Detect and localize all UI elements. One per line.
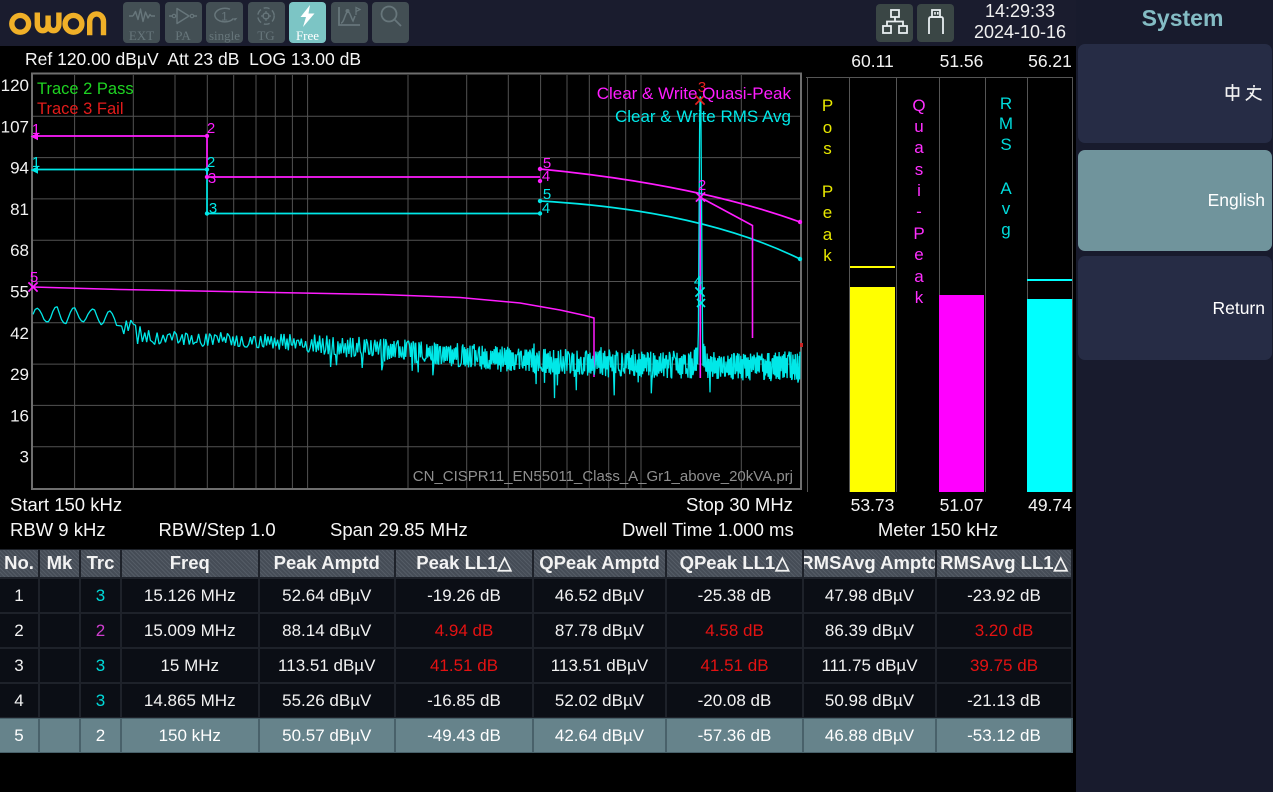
svg-text:4: 4	[694, 273, 702, 290]
svg-text:Trace 3 Fail: Trace 3 Fail	[37, 100, 124, 118]
svg-text:3: 3	[20, 448, 29, 467]
svg-text:4: 4	[542, 168, 550, 185]
svg-text:2: 2	[207, 120, 215, 137]
svg-text:2: 2	[698, 177, 706, 194]
svg-text:3: 3	[209, 200, 217, 217]
svg-text:4: 4	[542, 200, 550, 217]
svg-text:16: 16	[10, 406, 29, 425]
svg-text:29: 29	[10, 365, 29, 384]
svg-text:Clear & Write RMS Avg: Clear & Write RMS Avg	[615, 107, 791, 126]
svg-text:42: 42	[10, 324, 29, 343]
svg-text:Trace 2 Pass: Trace 2 Pass	[37, 80, 134, 98]
svg-text:3: 3	[208, 170, 216, 187]
svg-text:3: 3	[698, 79, 706, 96]
svg-text:81: 81	[10, 200, 29, 219]
svg-text:94: 94	[10, 159, 29, 178]
svg-text:55: 55	[10, 283, 29, 302]
svg-text:120: 120	[1, 76, 29, 95]
svg-text:CN_CISPR11_EN55011_Class_A_Gr1: CN_CISPR11_EN55011_Class_A_Gr1_above_20k…	[413, 468, 793, 485]
svg-text:1: 1	[32, 154, 40, 171]
svg-text:Clear & Write Quasi-Peak: Clear & Write Quasi-Peak	[597, 84, 792, 103]
svg-text:5: 5	[543, 186, 551, 203]
svg-text:2: 2	[207, 154, 215, 171]
svg-text:68: 68	[10, 241, 29, 260]
svg-text:5: 5	[543, 155, 551, 172]
svg-text:1: 1	[32, 121, 40, 138]
svg-text:107: 107	[1, 117, 29, 136]
svg-text:1: 1	[221, 10, 228, 24]
svg-text:5: 5	[30, 269, 38, 286]
